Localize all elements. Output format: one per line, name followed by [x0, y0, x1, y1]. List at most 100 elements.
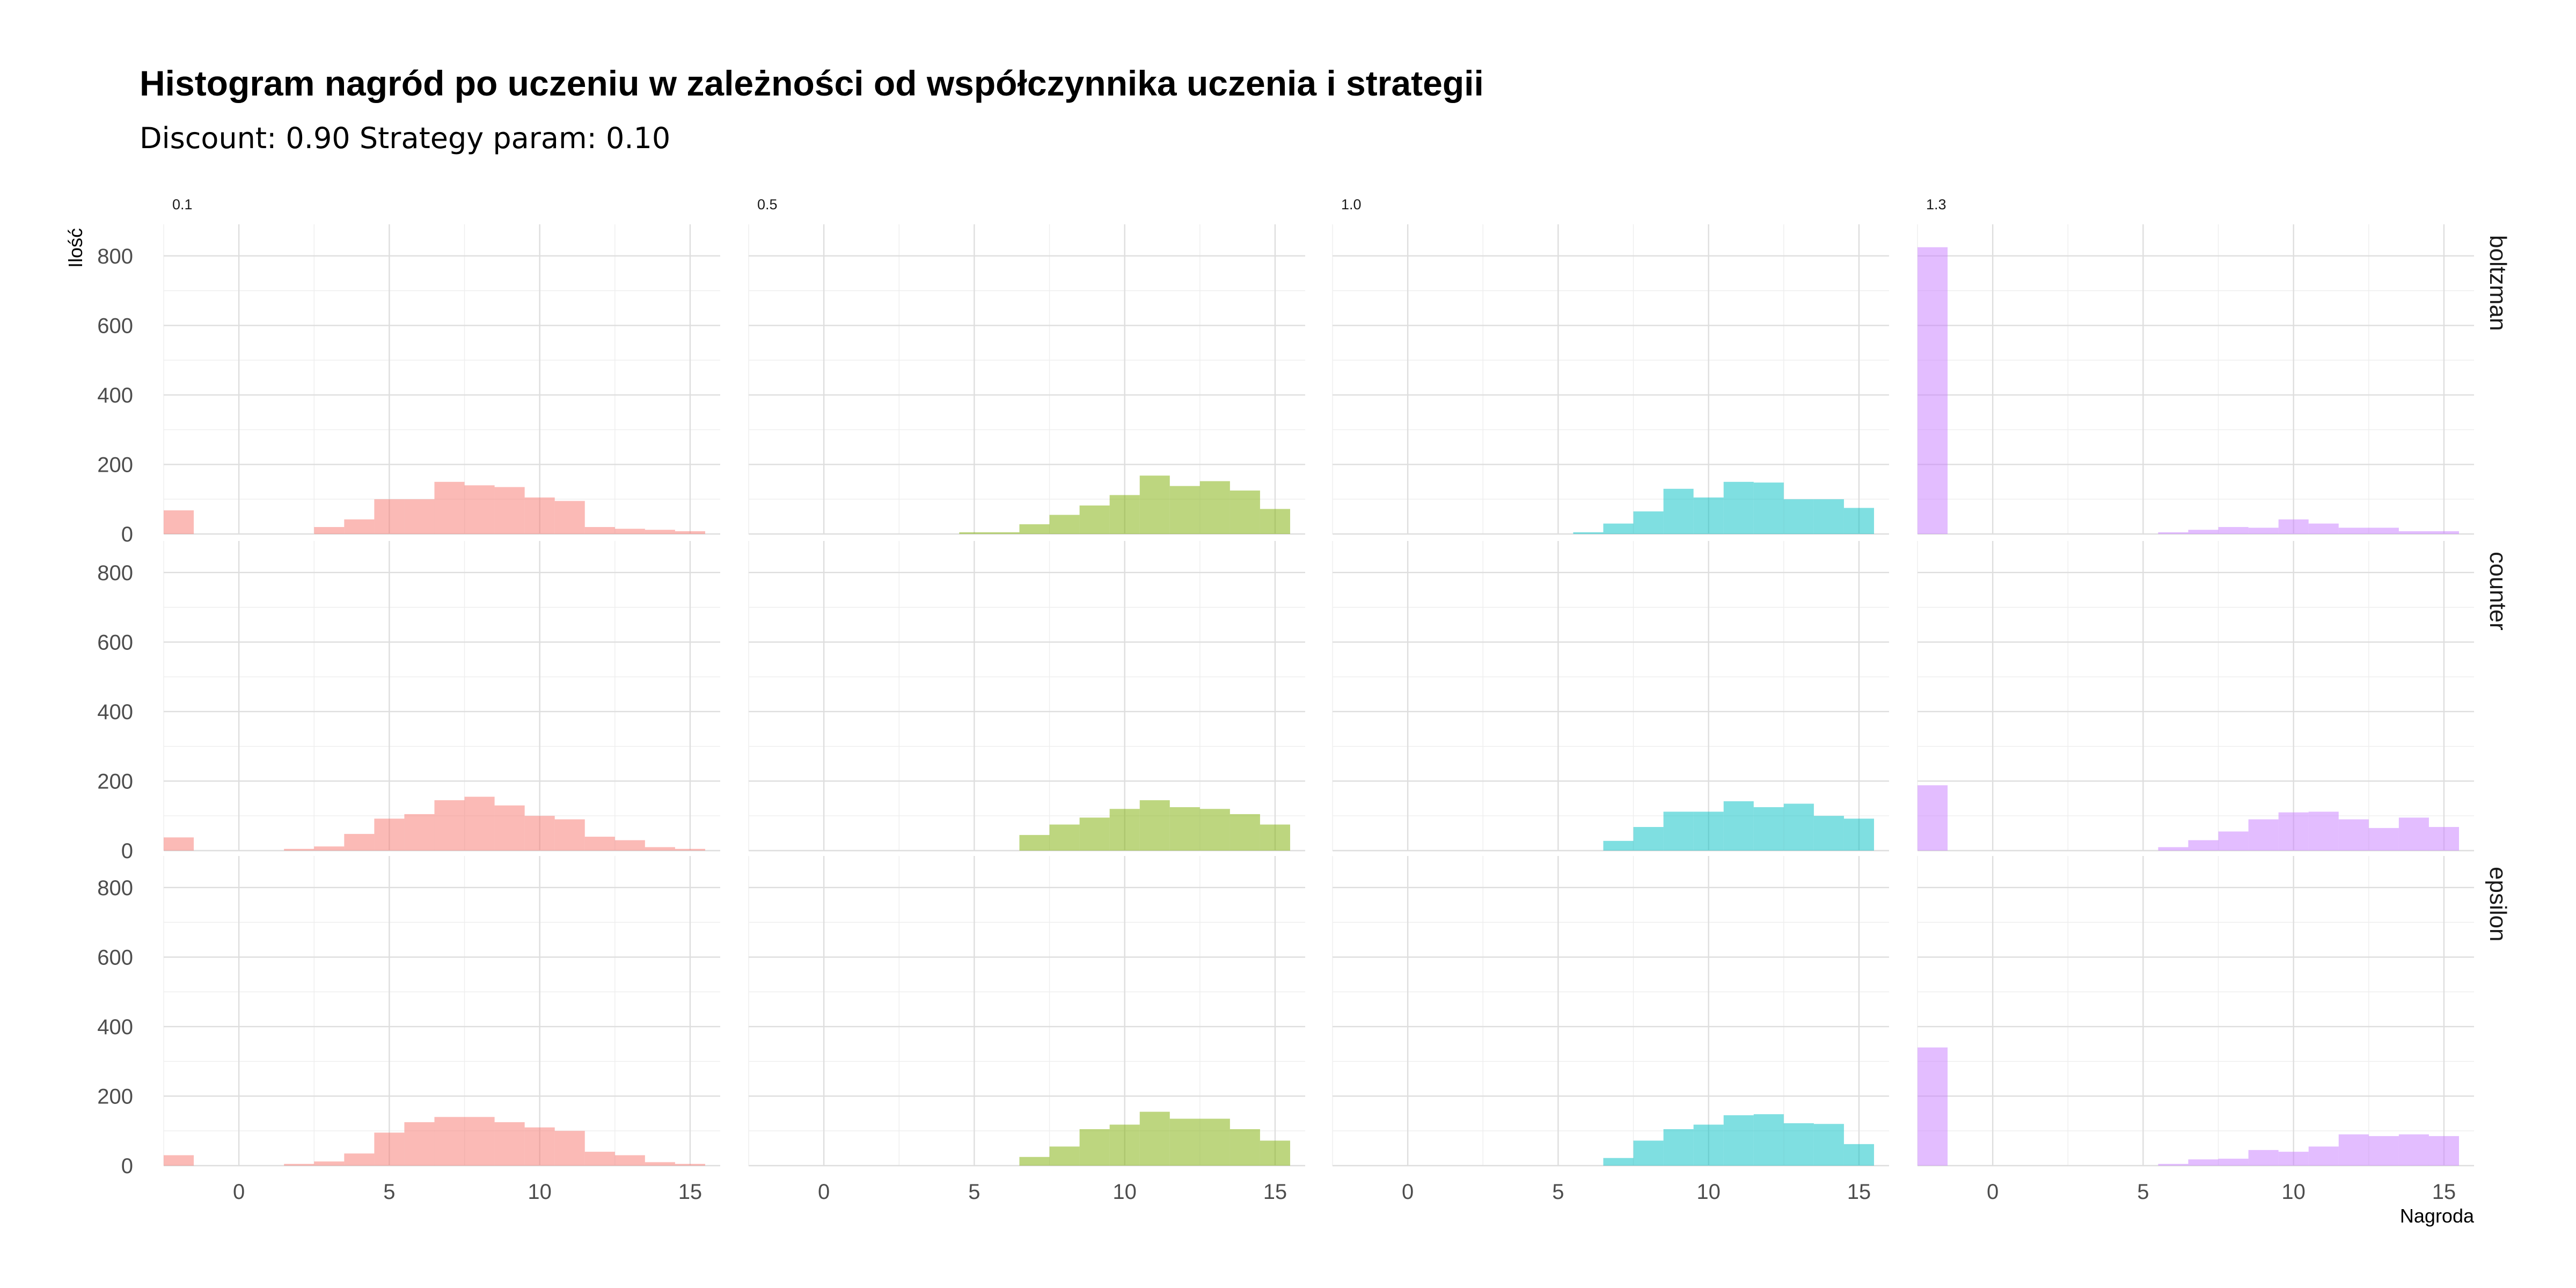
- histogram-bar: [1169, 486, 1200, 534]
- histogram-bar: [164, 837, 194, 851]
- histogram-bar: [1783, 1123, 1814, 1166]
- histogram-bar: [614, 1155, 645, 1166]
- histogram-bar: [1693, 811, 1724, 851]
- histogram-bar: [1260, 1140, 1290, 1166]
- histogram-bar: [1603, 840, 1634, 851]
- facet-row-label: boltzman: [2485, 235, 2511, 331]
- facet-counter-1_3: [1917, 541, 2474, 852]
- histogram-bar: [1139, 1111, 1170, 1166]
- histogram-bar: [1918, 247, 1948, 535]
- chart-title: Histogram nagród po uczeniu w zależności…: [140, 63, 1484, 103]
- histogram-bar: [1843, 818, 1874, 851]
- histogram-bar: [1049, 824, 1080, 851]
- histogram-bar: [1199, 481, 1230, 534]
- histogram-bar: [2308, 523, 2339, 534]
- histogram-bar: [1918, 1047, 1948, 1166]
- histogram-bar: [1019, 1157, 1050, 1166]
- histogram-bar: [2398, 1134, 2429, 1166]
- histogram-bar: [1753, 482, 1784, 534]
- y-tick-label: 800: [97, 876, 133, 900]
- histogram-bar: [554, 501, 585, 534]
- histogram-bar: [675, 531, 705, 534]
- histogram-bar: [1783, 499, 1814, 534]
- histogram-bar: [2398, 817, 2429, 851]
- histogram-bar: [494, 1122, 525, 1166]
- histogram-bar: [1813, 816, 1844, 851]
- y-tick-label: 400: [97, 700, 133, 724]
- histogram-bar: [1813, 499, 1844, 534]
- histogram-bar: [374, 1132, 405, 1166]
- histogram-bar: [1603, 1158, 1634, 1166]
- histogram-bar: [2248, 1150, 2279, 1166]
- histogram-bar: [524, 816, 555, 851]
- facet-boltzman-0_1: 0.1 0 200 400 600 800: [97, 196, 720, 546]
- histogram-bar: [434, 800, 465, 851]
- facet-epsilon-1_3: 0 5 10 15: [1917, 856, 2474, 1204]
- histogram-bar: [2278, 1152, 2309, 1166]
- facet-grid: 0.1 0 200 400 600 800 0.5 1.0 1.3 boltzman 0 200 400…: [97, 196, 2511, 1204]
- x-axis-label: Nagroda: [2400, 1205, 2475, 1227]
- y-tick-label: 600: [97, 946, 133, 969]
- facet-boltzman-1_0: 1.0: [1332, 196, 1889, 535]
- histogram-bar: [675, 848, 705, 851]
- facet-column-label: 0.5: [757, 196, 778, 213]
- histogram-bar: [1723, 481, 1754, 534]
- y-tick-label: 0: [121, 1154, 133, 1178]
- histogram-bar: [374, 499, 405, 534]
- histogram-bar: [554, 1131, 585, 1166]
- histogram-bar: [2428, 826, 2459, 851]
- histogram-bar: [1109, 1124, 1140, 1166]
- histogram-bar: [2188, 530, 2219, 534]
- histogram-bar: [1079, 505, 1110, 534]
- histogram-bar: [494, 805, 525, 851]
- histogram-bar: [554, 819, 585, 851]
- histogram-bar: [2308, 1146, 2339, 1166]
- histogram-bar: [1753, 807, 1784, 851]
- histogram-bar: [2308, 811, 2339, 851]
- histogram-bar: [1663, 811, 1694, 851]
- histogram-bar: [2158, 847, 2189, 851]
- histogram-bar: [645, 530, 675, 534]
- histogram-bar: [1603, 523, 1634, 534]
- facet-epsilon-0_5: 0 5 10 15: [748, 856, 1305, 1204]
- histogram-bar: [1079, 817, 1110, 851]
- facet-epsilon-0_1: 0 5 10 15 0 200 400 600 800: [97, 856, 720, 1204]
- x-tick-label: 10: [1696, 1180, 1721, 1204]
- histogram-bar: [2218, 527, 2249, 534]
- x-tick-label: 0: [1402, 1180, 1414, 1204]
- facet-row-label: counter: [2485, 552, 2511, 631]
- y-tick-label: 600: [97, 314, 133, 338]
- histogram-bar: [2158, 532, 2189, 534]
- histogram-bar: [1049, 515, 1080, 534]
- x-tick-label: 5: [2137, 1180, 2149, 1204]
- histogram-bar: [1169, 1118, 1200, 1166]
- histogram-bar: [675, 1163, 705, 1166]
- histogram-bar: [434, 1117, 465, 1166]
- facet-column-label: 1.3: [1926, 196, 1946, 213]
- x-tick-label: 5: [968, 1180, 980, 1204]
- histogram-bar: [2278, 519, 2309, 534]
- histogram-bar: [284, 848, 314, 851]
- x-tick-label: 15: [1263, 1180, 1287, 1204]
- histogram-bar: [2278, 812, 2309, 851]
- histogram-bar: [1019, 524, 1050, 534]
- facet-column-label: 0.1: [172, 196, 193, 213]
- x-tick-label: 15: [1847, 1180, 1871, 1204]
- x-tick-label: 0: [1987, 1180, 1999, 1204]
- y-tick-label: 800: [97, 245, 133, 268]
- histogram-bar: [374, 818, 405, 851]
- histogram-bar: [614, 840, 645, 851]
- histogram-bar: [2398, 531, 2429, 534]
- histogram-bar: [314, 527, 345, 534]
- y-tick-label: 400: [97, 384, 133, 407]
- histogram-bar: [1633, 1140, 1664, 1166]
- histogram-bar: [524, 1127, 555, 1166]
- histogram-bar: [2338, 819, 2369, 851]
- histogram-bar: [2428, 531, 2459, 534]
- histogram-bar: [1260, 824, 1290, 851]
- histogram-bar: [2338, 528, 2369, 534]
- facet-counter-0_1: 0 200 400 600 800: [97, 541, 720, 863]
- histogram-bar: [164, 510, 194, 534]
- histogram-bar: [2218, 1159, 2249, 1166]
